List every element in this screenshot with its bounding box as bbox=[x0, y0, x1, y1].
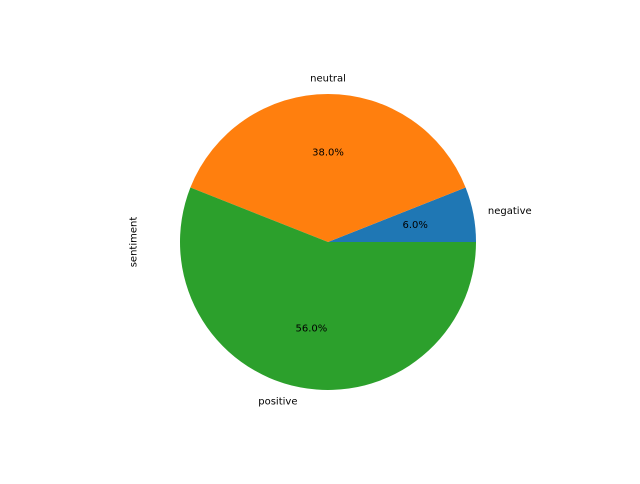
slices-layer bbox=[180, 93, 477, 390]
pie-slice-negative bbox=[328, 187, 476, 242]
pie-pct-label-positive: 56.0% bbox=[295, 324, 327, 335]
y-axis-label: sentiment bbox=[129, 217, 140, 268]
pie-pct-label-negative: 6.0% bbox=[403, 220, 428, 231]
pie-category-label-neutral: neutral bbox=[310, 74, 346, 85]
pie-pct-label-neutral: 38.0% bbox=[312, 148, 344, 159]
pie-category-label-negative: negative bbox=[488, 206, 532, 217]
pie-slice-neutral bbox=[190, 93, 466, 242]
labels-layer: 6.0% negative 38.0% neutral 56.0% positive bbox=[258, 74, 531, 408]
pie-slice-positive bbox=[180, 187, 477, 390]
pie-category-label-positive: positive bbox=[258, 396, 297, 407]
